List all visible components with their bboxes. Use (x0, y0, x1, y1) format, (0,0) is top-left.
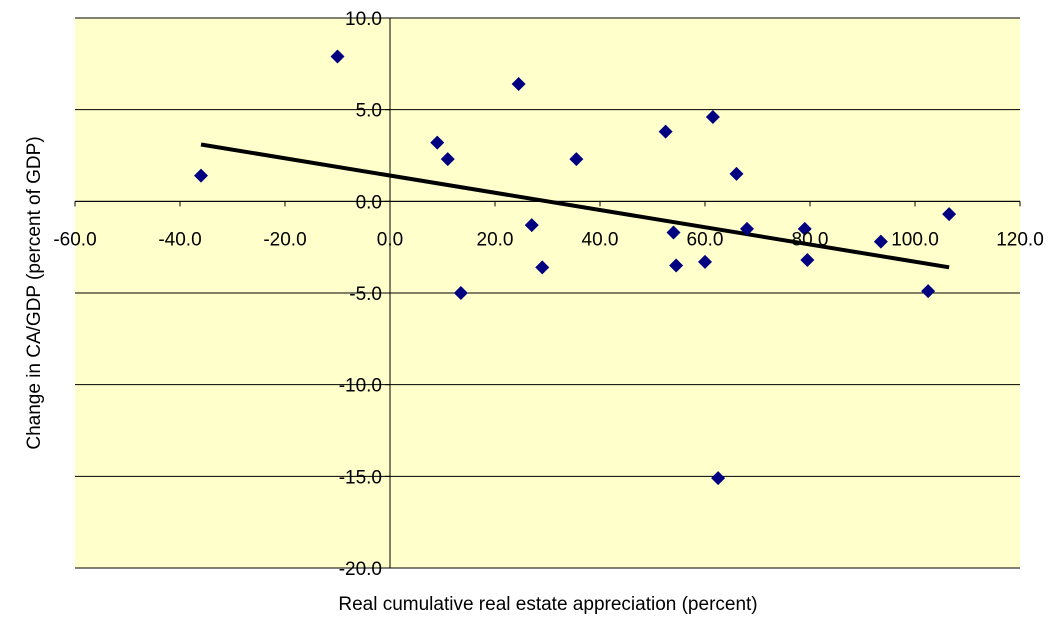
data-point (921, 284, 936, 299)
data-point (569, 152, 584, 167)
data-point (729, 166, 744, 181)
y-tick-label: -5.0 (349, 284, 382, 305)
data-point (430, 135, 445, 150)
x-tick-label: 80.0 (792, 229, 829, 250)
data-point (440, 152, 455, 167)
data-point (194, 168, 208, 183)
y-tick-label: 10.0 (345, 9, 382, 30)
x-tick-label: 20.0 (477, 229, 514, 250)
data-points (194, 49, 957, 486)
x-tick-label: 60.0 (687, 229, 724, 250)
trendline-group (200, 142, 950, 270)
data-point (740, 221, 754, 236)
x-tick-labels: -60.0 -40.0 -20.0 0.0 20.0 40.0 60.0 80.0 100.0 1… (53, 229, 1043, 250)
data-point (800, 253, 815, 267)
data-point (658, 124, 673, 139)
data-point (669, 258, 684, 273)
data-point (535, 260, 550, 275)
data-point (797, 221, 812, 236)
trendline (200, 142, 950, 270)
x-tick-label: 100.0 (891, 229, 939, 250)
data-point (705, 110, 720, 124)
y-tick-label: 0.0 (356, 192, 382, 213)
x-axis-title: Real cumulative real estate appreciation… (338, 594, 757, 615)
x-tick-label: -60.0 (53, 229, 96, 250)
data-point (873, 234, 888, 249)
data-point (524, 218, 539, 233)
x-tick-label: 0.0 (377, 229, 403, 250)
data-point (711, 471, 726, 486)
y-tick-label: -10.0 (339, 376, 382, 397)
data-point (453, 286, 468, 300)
y-tick-label: -20.0 (339, 559, 382, 580)
x-tick-label: -40.0 (158, 229, 201, 250)
data-point (698, 254, 712, 269)
data-point (330, 49, 345, 64)
y-tick-labels: 10.0 5.0 0.0 -5.0 -10.0 -15.0 -20.0 (339, 9, 382, 580)
x-tick-label: 40.0 (582, 229, 619, 250)
data-point (666, 225, 681, 240)
x-tick-label: -20.0 (263, 229, 306, 250)
y-axis-title: Change in CA/GDP (percent of GDP) (24, 136, 45, 449)
x-tick-label: 120.0 (996, 229, 1044, 250)
y-tick-label: -15.0 (339, 467, 382, 488)
data-point (511, 77, 526, 91)
data-point (942, 207, 957, 222)
y-tick-label: 5.0 (356, 101, 382, 122)
